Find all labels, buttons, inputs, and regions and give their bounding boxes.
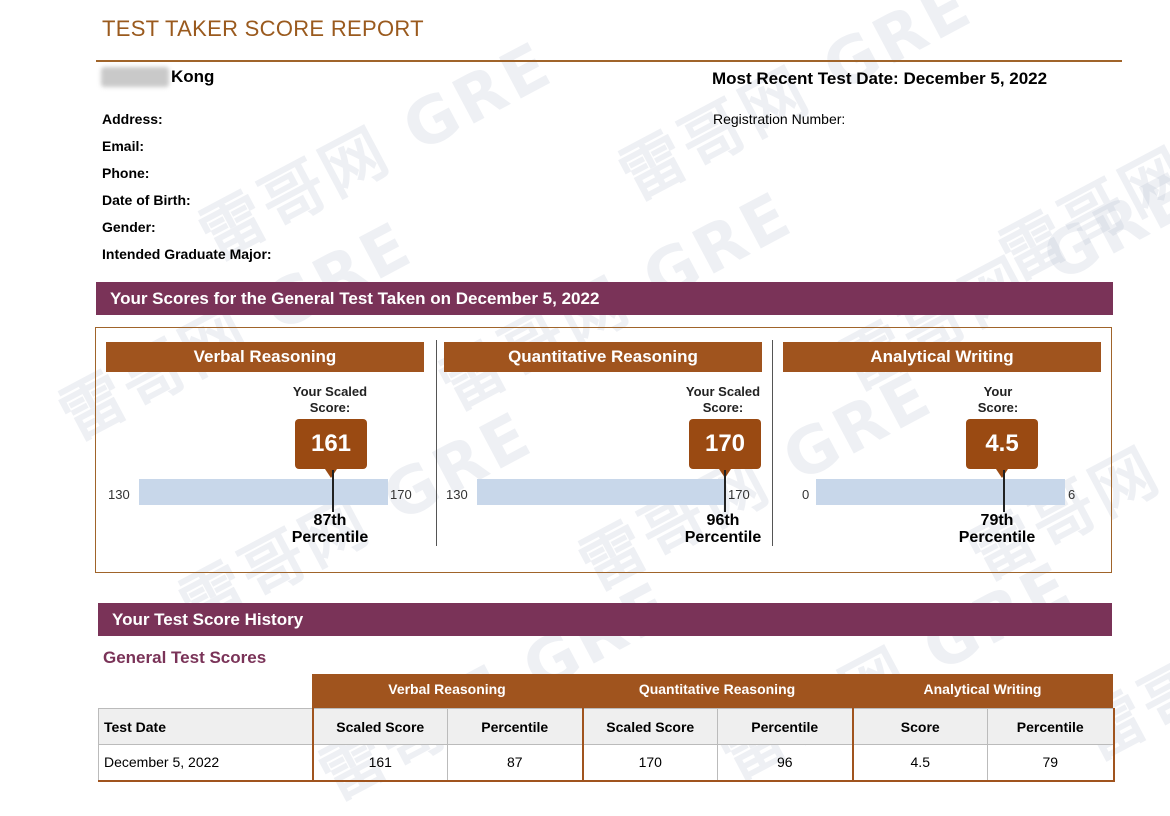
verbal-scale-max: 170: [390, 487, 412, 502]
history-column-headers: Test Date Scaled Score Percentile Scaled…: [98, 708, 1115, 745]
verbal-score-box: 161: [295, 419, 367, 478]
general-test-scores-title: General Test Scores: [103, 648, 267, 667]
writing-percentile-cell: 79: [987, 744, 1115, 782]
most-recent-test-date: Most Recent Test Date: December 5, 2022: [712, 69, 1048, 88]
score-history-table: Test Date Scaled Score Percentile Scaled…: [98, 708, 1115, 782]
score-history-heading: Your Test Score History: [98, 603, 1112, 636]
quant-scale-min: 130: [446, 487, 468, 502]
table-row: December 5, 2022 161 87 170 96 4.5 79: [98, 744, 1115, 782]
column-header: Score: [851, 708, 988, 745]
section-divider: [772, 340, 773, 546]
verbal-percentile: 87th Percentile: [291, 512, 369, 546]
registration-number-label: Registration Number:: [713, 111, 846, 127]
intended-major-label: Intended Graduate Major:: [102, 246, 272, 262]
verbal-score-scale: [139, 479, 388, 505]
history-quant-group-header: Quantitative Reasoning: [582, 674, 852, 708]
test-date-cell: December 5, 2022: [98, 744, 313, 782]
column-header: Test Date: [98, 708, 313, 745]
quant-score-pointer: [724, 470, 726, 512]
date-of-birth-label: Date of Birth:: [102, 192, 191, 208]
writing-scale-max: 6: [1068, 487, 1076, 502]
test-taker-name: Kong: [171, 67, 215, 86]
quant-percentile: 96th Percentile: [684, 512, 762, 546]
verbal-score-pointer: [331, 470, 334, 512]
verbal-scaled-score-cell: 161: [311, 744, 448, 782]
quant-scale-max: 170: [728, 487, 750, 502]
quant-score-box: 170: [689, 419, 761, 478]
quantitative-reasoning-header: Quantitative Reasoning: [444, 342, 762, 372]
column-header: Percentile: [987, 708, 1115, 745]
report-title: TEST TAKER SCORE REPORT: [102, 16, 424, 41]
quant-scaled-score-cell: 170: [581, 744, 718, 782]
redacted-first-name: [101, 67, 169, 87]
history-writing-group-header: Analytical Writing: [852, 674, 1113, 708]
column-header: Scaled Score: [581, 708, 718, 745]
quant-score-scale: [477, 479, 726, 505]
title-divider: [96, 60, 1122, 62]
verbal-percentile-cell: 87: [447, 744, 583, 782]
writing-score-label: Your Score:: [977, 384, 1019, 415]
watermark-text: 雷哥网 GRE: [608, 0, 986, 216]
gender-label: Gender:: [102, 219, 156, 235]
writing-score-scale: [816, 479, 1065, 505]
column-header: Percentile: [447, 708, 583, 745]
verbal-reasoning-header: Verbal Reasoning: [106, 342, 424, 372]
verbal-scaled-score-label: Your Scaled Score:: [292, 384, 368, 415]
writing-score-cell: 4.5: [851, 744, 988, 782]
scores-panel: [95, 327, 1112, 573]
writing-scale-min: 0: [802, 487, 810, 502]
phone-label: Phone:: [102, 165, 150, 181]
writing-score-box: 4.5: [966, 419, 1038, 478]
writing-score-pointer: [1002, 470, 1005, 512]
section-divider: [436, 340, 437, 546]
analytical-writing-header: Analytical Writing: [783, 342, 1101, 372]
writing-percentile: 79th Percentile: [958, 512, 1036, 546]
quant-percentile-cell: 96: [717, 744, 853, 782]
address-label: Address:: [102, 111, 163, 127]
history-verbal-group-header: Verbal Reasoning: [312, 674, 582, 708]
column-header: Percentile: [717, 708, 853, 745]
column-header: Scaled Score: [311, 708, 448, 745]
quant-scaled-score-label: Your Scaled Score:: [685, 384, 761, 415]
watermark-text: 雷哥网 GRE: [188, 27, 566, 276]
email-label: Email:: [102, 138, 145, 154]
scores-section-heading: Your Scores for the General Test Taken o…: [96, 282, 1113, 315]
verbal-scale-min: 130: [108, 487, 130, 502]
